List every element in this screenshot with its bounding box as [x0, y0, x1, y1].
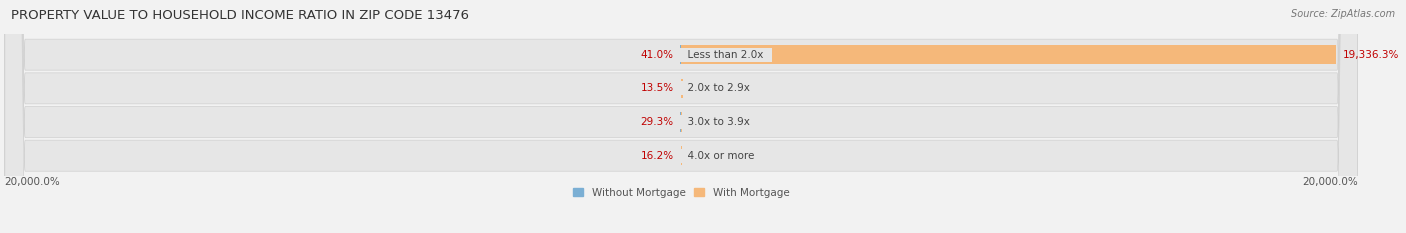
Text: 41.0%: 41.0% [640, 50, 673, 60]
Legend: Without Mortgage, With Mortgage: Without Mortgage, With Mortgage [569, 184, 793, 202]
Text: 16.2%: 16.2% [641, 151, 673, 161]
Text: 59.5%: 59.5% [690, 83, 723, 93]
Text: 4.0x or more: 4.0x or more [681, 151, 761, 161]
Text: 2.0x to 2.9x: 2.0x to 2.9x [681, 83, 756, 93]
Bar [681, 45, 1336, 65]
Text: 20,000.0%: 20,000.0% [4, 177, 60, 187]
FancyBboxPatch shape [4, 0, 1357, 233]
FancyBboxPatch shape [4, 0, 1357, 233]
FancyBboxPatch shape [4, 0, 1357, 233]
Text: 19,336.3%: 19,336.3% [1343, 50, 1399, 60]
Text: 13.5%: 13.5% [641, 83, 673, 93]
Text: Source: ZipAtlas.com: Source: ZipAtlas.com [1291, 9, 1395, 19]
FancyBboxPatch shape [4, 0, 1357, 233]
Text: 29.3%: 29.3% [640, 117, 673, 127]
Text: PROPERTY VALUE TO HOUSEHOLD INCOME RATIO IN ZIP CODE 13476: PROPERTY VALUE TO HOUSEHOLD INCOME RATIO… [11, 9, 470, 22]
Text: Less than 2.0x: Less than 2.0x [681, 50, 770, 60]
Text: 21.6%: 21.6% [689, 151, 721, 161]
Text: 20,000.0%: 20,000.0% [1302, 177, 1358, 187]
Text: 11.8%: 11.8% [689, 117, 721, 127]
Text: 3.0x to 3.9x: 3.0x to 3.9x [681, 117, 756, 127]
Bar [681, 79, 683, 98]
